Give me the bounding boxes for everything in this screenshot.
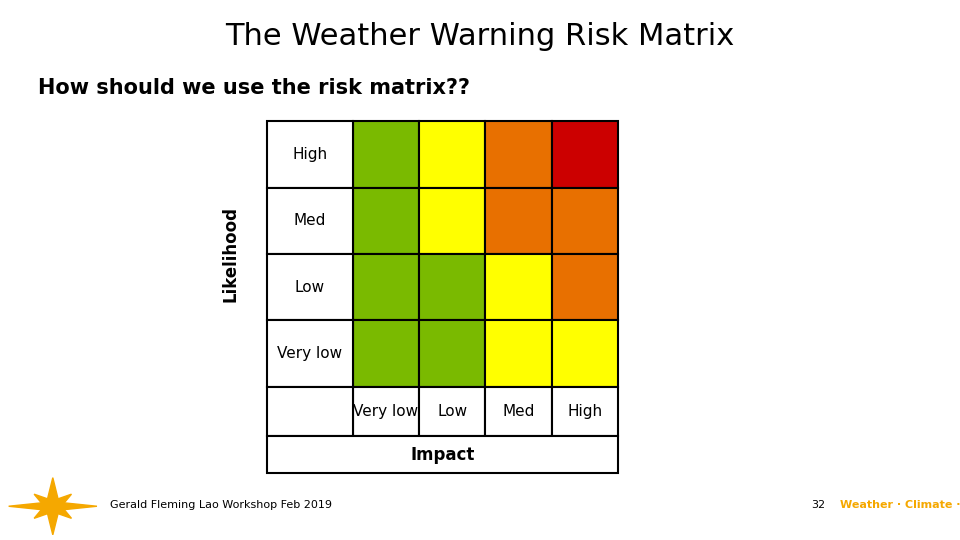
Bar	[267, 254, 352, 320]
Text: Low: Low	[437, 404, 468, 419]
Text: How should we use the risk matrix??: How should we use the risk matrix??	[38, 78, 470, 98]
Text: Likelihood: Likelihood	[221, 206, 239, 302]
Bar	[552, 387, 618, 436]
Bar	[486, 254, 552, 320]
Text: Med: Med	[502, 404, 535, 419]
Bar	[352, 320, 420, 387]
Text: The Weather Warning Risk Matrix: The Weather Warning Risk Matrix	[226, 22, 734, 51]
Text: Impact: Impact	[410, 446, 474, 463]
Bar	[552, 320, 618, 387]
Bar	[420, 254, 486, 320]
Bar	[352, 122, 420, 187]
Bar	[267, 320, 352, 387]
Bar	[552, 254, 618, 320]
Polygon shape	[35, 494, 71, 518]
Text: Very low: Very low	[353, 404, 419, 419]
Bar	[267, 387, 352, 436]
Bar	[420, 320, 486, 387]
Bar	[420, 122, 486, 187]
Bar	[420, 187, 486, 254]
Text: Weather · Climate · Water: Weather · Climate · Water	[840, 500, 960, 510]
Text: Med: Med	[294, 213, 325, 228]
Bar	[486, 187, 552, 254]
Text: Very low: Very low	[277, 346, 342, 361]
Text: 32: 32	[811, 500, 826, 510]
Bar	[352, 254, 420, 320]
Bar	[267, 122, 352, 187]
Polygon shape	[9, 478, 97, 535]
Bar	[552, 187, 618, 254]
Bar	[267, 187, 352, 254]
Text: Gerald Fleming Lao Workshop Feb 2019: Gerald Fleming Lao Workshop Feb 2019	[110, 500, 332, 510]
Bar	[552, 122, 618, 187]
Bar	[352, 387, 420, 436]
Bar	[486, 122, 552, 187]
Bar	[352, 187, 420, 254]
Text: High: High	[292, 147, 327, 162]
Text: High: High	[567, 404, 603, 419]
Text: Low: Low	[295, 280, 324, 294]
Bar	[267, 436, 618, 472]
Bar	[486, 320, 552, 387]
Bar	[486, 387, 552, 436]
Bar	[420, 387, 486, 436]
